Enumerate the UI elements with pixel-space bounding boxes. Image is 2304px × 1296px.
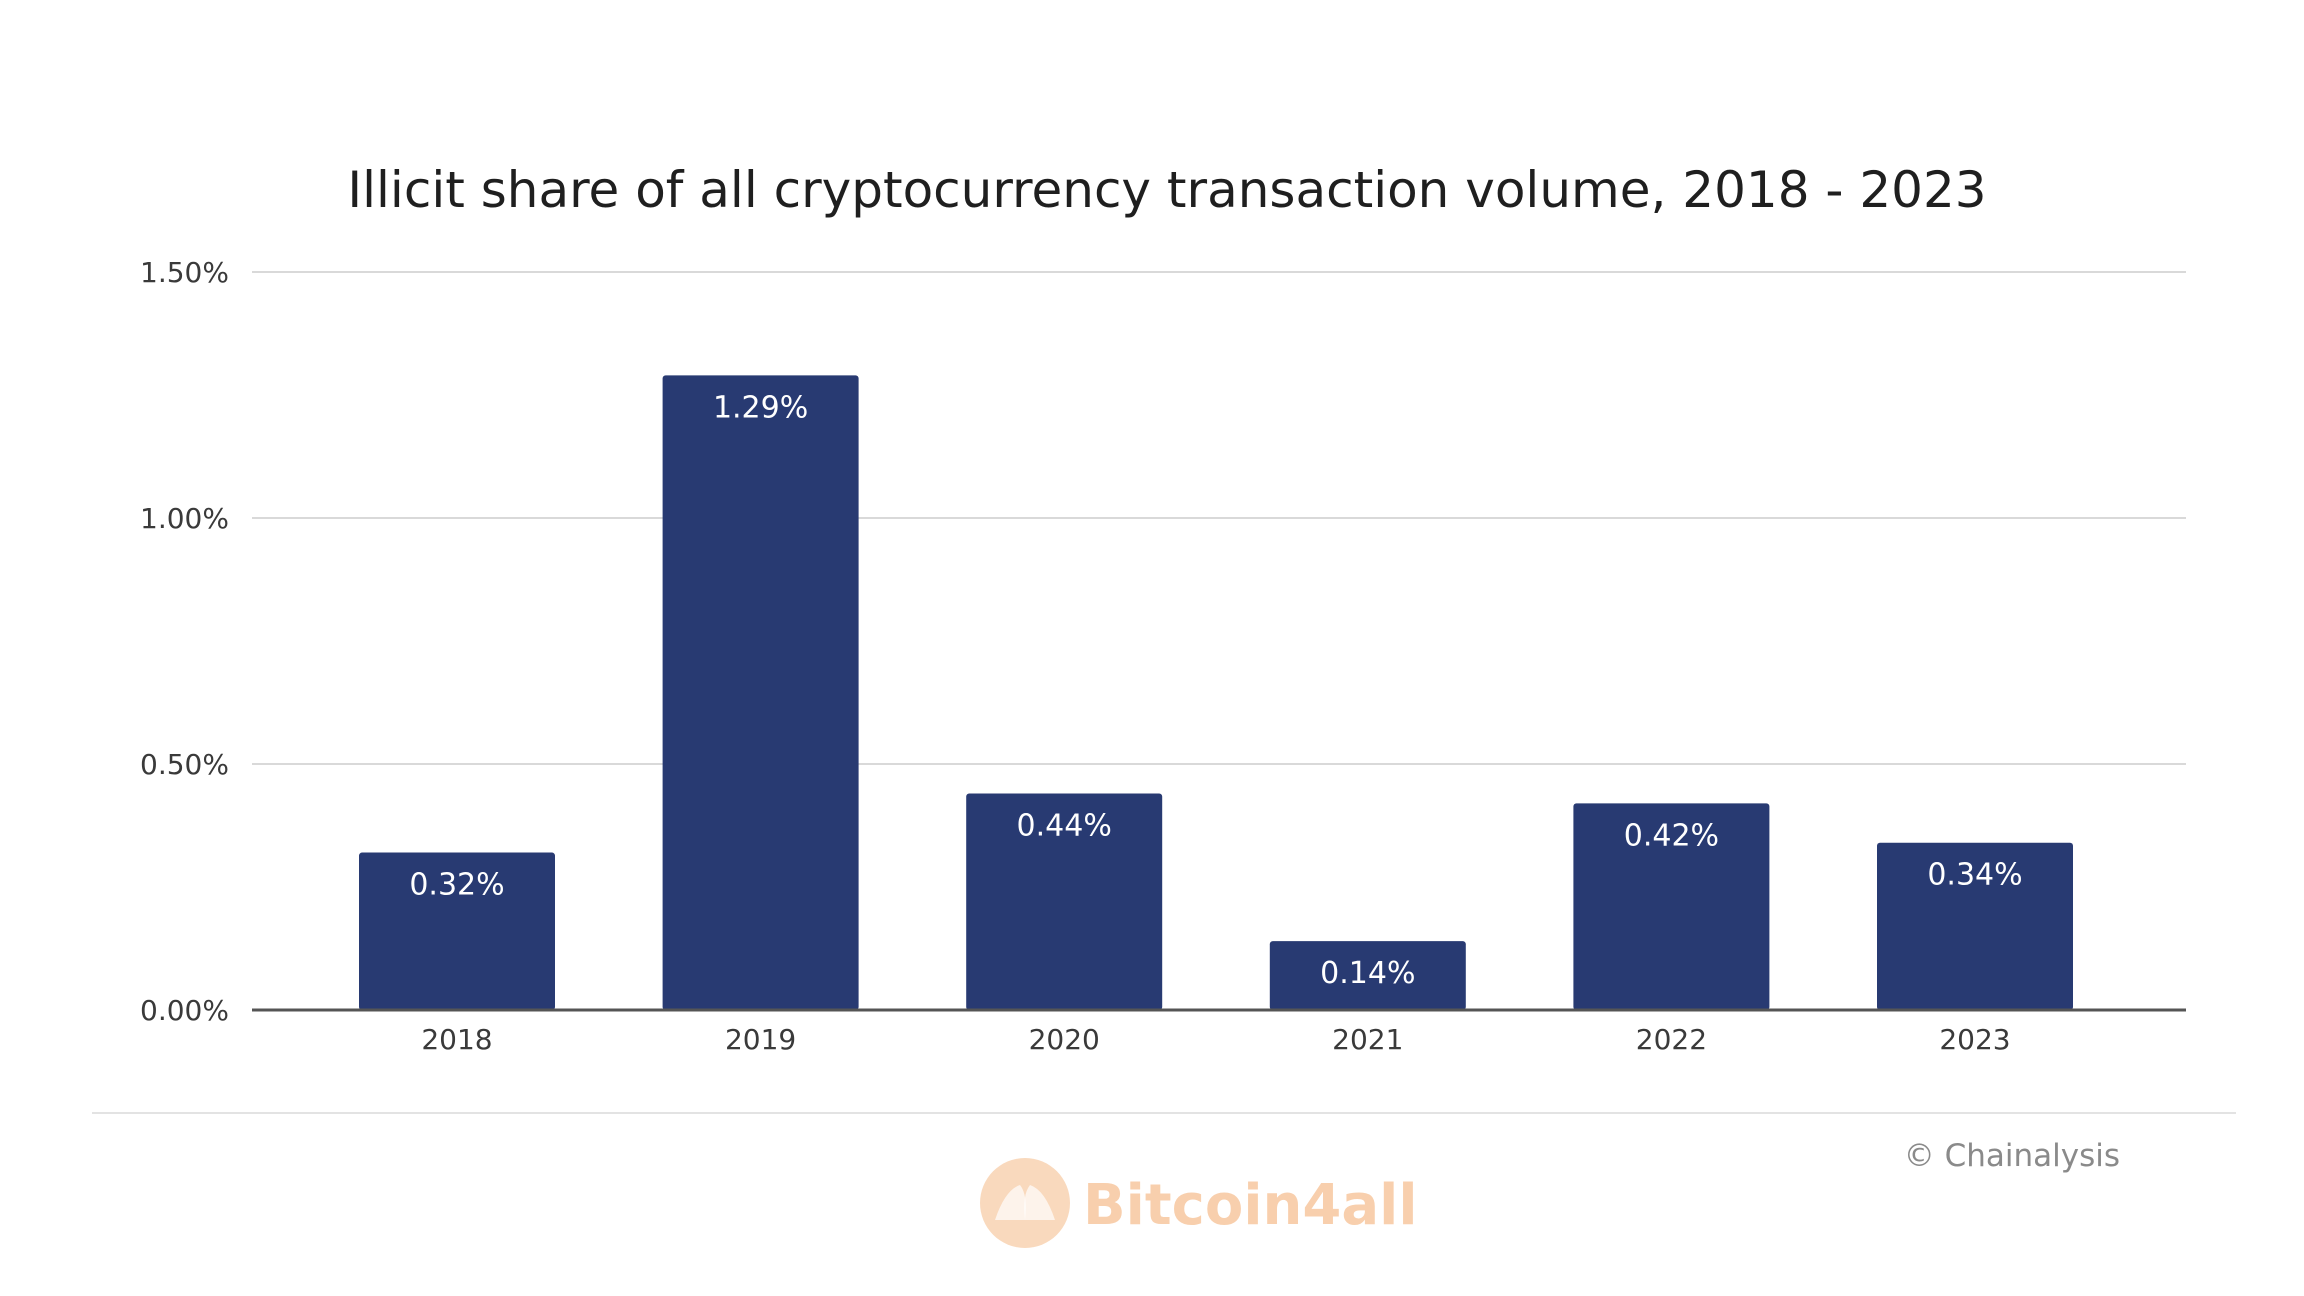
- data-label-2019: 1.29%: [713, 390, 808, 425]
- source-credit: © Chainalysis: [1904, 1138, 2120, 1174]
- y-tick-label: 1.00%: [140, 502, 229, 535]
- data-label-2023: 0.34%: [1927, 858, 2022, 893]
- hands-coin-icon: [980, 1158, 1070, 1248]
- data-label-2022: 0.42%: [1624, 818, 1719, 853]
- bar-2021: [1269, 941, 1466, 1010]
- x-tick-label-2021: 2021: [1332, 1023, 1403, 1056]
- data-label-2021: 0.14%: [1320, 956, 1415, 991]
- data-label-2018: 0.32%: [409, 868, 504, 903]
- bar-2023: [1877, 842, 2073, 1010]
- y-axis-ticks: 0.00% 0.50% 1.00% 1.50%: [140, 256, 229, 1027]
- x-axis-ticks: 2018 2019 2020 2021 2022 2023: [421, 1023, 2010, 1056]
- bar-2020: [966, 793, 1163, 1010]
- y-tick-label: 0.50%: [140, 748, 229, 781]
- x-tick-label-2018: 2018: [421, 1023, 492, 1056]
- x-tick-label-2019: 2019: [725, 1023, 796, 1056]
- watermark: Bitcoin4all: [980, 1158, 1418, 1248]
- y-tick-label: 1.50%: [140, 256, 229, 289]
- bars: 0.32% 1.29% 0.44% 0.14% 0.42% 0.34%: [359, 375, 2073, 1010]
- watermark-text: Bitcoin4all: [1083, 1173, 1418, 1238]
- data-label-2020: 0.44%: [1017, 809, 1112, 844]
- x-tick-label-2022: 2022: [1636, 1023, 1707, 1056]
- gridlines: [252, 271, 2186, 765]
- x-tick-label-2020: 2020: [1029, 1023, 1100, 1056]
- bar-2019: [662, 375, 859, 1010]
- chart-title: Illicit share of all cryptocurrency tran…: [347, 161, 1986, 219]
- y-tick-label: 0.00%: [140, 994, 229, 1027]
- bar-2018: [359, 852, 555, 1010]
- bar-2022: [1573, 803, 1770, 1010]
- x-tick-label-2023: 2023: [1939, 1023, 2010, 1056]
